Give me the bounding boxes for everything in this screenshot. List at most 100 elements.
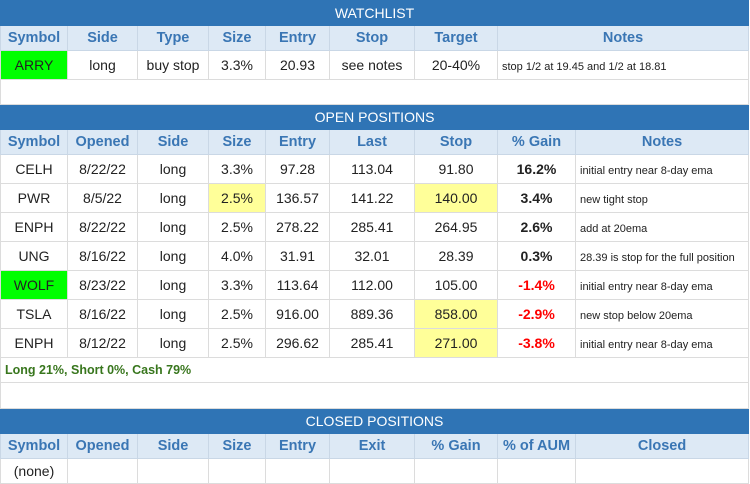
entry-cell[interactable]: 31.91	[265, 241, 330, 271]
symbol-cell[interactable]: PWR	[0, 183, 68, 213]
col-header-gain[interactable]: % Gain	[414, 433, 498, 459]
col-header-stop[interactable]: Stop	[329, 25, 415, 51]
stop-cell[interactable]: 140.00	[414, 183, 498, 213]
symbol-cell[interactable]: ENPH	[0, 328, 68, 358]
entry-cell[interactable]: 20.93	[265, 50, 330, 80]
entry-cell[interactable]	[265, 458, 330, 484]
col-header-side[interactable]: Side	[137, 433, 209, 459]
col-header-size[interactable]: Size	[208, 433, 266, 459]
notes-cell[interactable]: add at 20ema	[574, 212, 750, 242]
symbol-cell[interactable]: CELH	[0, 154, 68, 184]
notes-cell[interactable]: 28.39 is stop for the full position	[574, 241, 750, 271]
col-header-notes[interactable]: Notes	[496, 25, 750, 51]
col-header-entry[interactable]: Entry	[265, 25, 330, 51]
size-cell[interactable]: 3.3%	[208, 154, 266, 184]
empty-cell[interactable]	[0, 79, 750, 105]
symbol-cell[interactable]: UNG	[0, 241, 68, 271]
last-cell[interactable]: 32.01	[329, 241, 415, 271]
col-header-closed[interactable]: Closed	[574, 433, 750, 459]
entry-cell[interactable]: 916.00	[265, 299, 330, 329]
col-header-entry[interactable]: Entry	[265, 129, 330, 155]
opened-cell[interactable]: 8/12/22	[67, 328, 138, 358]
col-header-stop[interactable]: Stop	[414, 129, 498, 155]
open-positions-title[interactable]: OPEN POSITIONS	[0, 104, 750, 130]
gain-cell[interactable]: 3.4%	[497, 183, 576, 213]
col-header-side[interactable]: Side	[137, 129, 209, 155]
stop-cell[interactable]: 105.00	[414, 270, 498, 300]
notes-cell[interactable]: initial entry near 8-day ema	[574, 328, 750, 358]
notes-cell[interactable]: initial entry near 8-day ema	[574, 154, 750, 184]
exit-cell[interactable]	[329, 458, 415, 484]
side-cell[interactable]: long	[137, 299, 209, 329]
notes-cell[interactable]: new tight stop	[574, 183, 750, 213]
size-cell[interactable]: 2.5%	[208, 212, 266, 242]
size-cell[interactable]: 2.5%	[208, 328, 266, 358]
side-cell[interactable]: long	[137, 270, 209, 300]
symbol-cell[interactable]: TSLA	[0, 299, 68, 329]
size-cell[interactable]: 3.3%	[208, 270, 266, 300]
opened-cell[interactable]: 8/16/22	[67, 241, 138, 271]
allocation-summary[interactable]: Long 21%, Short 0%, Cash 79%	[0, 357, 750, 383]
gain-cell[interactable]: -3.8%	[497, 328, 576, 358]
col-header-size[interactable]: Size	[208, 25, 266, 51]
col-header-target[interactable]: Target	[414, 25, 498, 51]
symbol-cell[interactable]: ENPH	[0, 212, 68, 242]
size-cell[interactable]: 4.0%	[208, 241, 266, 271]
col-header-opened[interactable]: Opened	[67, 433, 138, 459]
stop-cell[interactable]: 858.00	[414, 299, 498, 329]
entry-cell[interactable]: 97.28	[265, 154, 330, 184]
opened-cell[interactable]: 8/23/22	[67, 270, 138, 300]
closed-cell[interactable]	[574, 458, 750, 484]
col-header-side[interactable]: Side	[67, 25, 138, 51]
side-cell[interactable]: long	[137, 154, 209, 184]
side-cell[interactable]: long	[137, 328, 209, 358]
gain-cell[interactable]: -2.9%	[497, 299, 576, 329]
stop-cell[interactable]: 264.95	[414, 212, 498, 242]
target-cell[interactable]: 20-40%	[414, 50, 498, 80]
closed-positions-title[interactable]: CLOSED POSITIONS	[0, 408, 750, 434]
stop-cell[interactable]: see notes	[329, 50, 415, 80]
col-header-notes[interactable]: Notes	[574, 129, 750, 155]
last-cell[interactable]: 112.00	[329, 270, 415, 300]
watchlist-title[interactable]: WATCHLIST	[0, 0, 750, 26]
col-header-exit[interactable]: Exit	[329, 433, 415, 459]
gain-cell[interactable]: 16.2%	[497, 154, 576, 184]
notes-cell[interactable]: new stop below 20ema	[574, 299, 750, 329]
size-cell[interactable]	[208, 458, 266, 484]
entry-cell[interactable]: 278.22	[265, 212, 330, 242]
side-cell[interactable]: long	[137, 241, 209, 271]
opened-cell[interactable]: 8/5/22	[67, 183, 138, 213]
entry-cell[interactable]: 136.57	[265, 183, 330, 213]
size-cell[interactable]: 2.5%	[208, 183, 266, 213]
col-header-symbol[interactable]: Symbol	[0, 433, 68, 459]
empty-cell[interactable]	[0, 382, 750, 409]
symbol-cell[interactable]: (none)	[0, 458, 68, 484]
col-header-entry[interactable]: Entry	[265, 433, 330, 459]
last-cell[interactable]: 113.04	[329, 154, 415, 184]
entry-cell[interactable]: 296.62	[265, 328, 330, 358]
side-cell[interactable]: long	[67, 50, 138, 80]
gain-cell[interactable]: -1.4%	[497, 270, 576, 300]
side-cell[interactable]: long	[137, 212, 209, 242]
notes-cell[interactable]: stop 1/2 at 19.45 and 1/2 at 18.81	[496, 50, 750, 80]
symbol-cell[interactable]: ARRY	[0, 50, 68, 80]
notes-cell[interactable]: initial entry near 8-day ema	[574, 270, 750, 300]
size-cell[interactable]: 3.3%	[208, 50, 266, 80]
stop-cell[interactable]: 28.39	[414, 241, 498, 271]
col-header-size[interactable]: Size	[208, 129, 266, 155]
last-cell[interactable]: 285.41	[329, 328, 415, 358]
last-cell[interactable]: 285.41	[329, 212, 415, 242]
gain-cell[interactable]: 0.3%	[497, 241, 576, 271]
symbol-cell[interactable]: WOLF	[0, 270, 68, 300]
col-header-symbol[interactable]: Symbol	[0, 25, 68, 51]
gain-cell[interactable]: 2.6%	[497, 212, 576, 242]
col-header-aum[interactable]: % of AUM	[497, 433, 576, 459]
side-cell[interactable]	[137, 458, 209, 484]
entry-cell[interactable]: 113.64	[265, 270, 330, 300]
last-cell[interactable]: 141.22	[329, 183, 415, 213]
aum-cell[interactable]	[497, 458, 576, 484]
last-cell[interactable]: 889.36	[329, 299, 415, 329]
col-header-type[interactable]: Type	[137, 25, 209, 51]
side-cell[interactable]: long	[137, 183, 209, 213]
stop-cell[interactable]: 91.80	[414, 154, 498, 184]
